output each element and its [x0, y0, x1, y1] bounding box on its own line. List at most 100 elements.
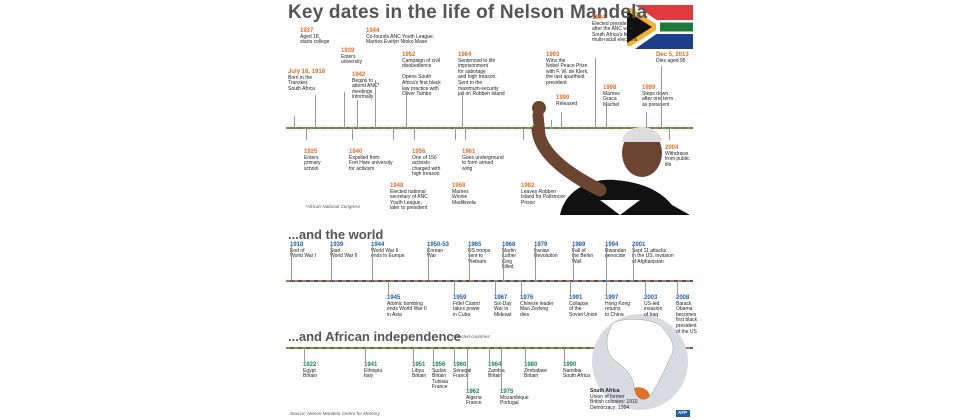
event-connector [570, 281, 571, 295]
world-event: 1965 US troops sent to Vietnam [468, 242, 490, 265]
event-connector [503, 246, 504, 281]
africa-event: 1960 Senegal France [453, 362, 471, 380]
event-text: Fall of the Berlin Wall [572, 247, 594, 265]
event-connector [344, 92, 345, 128]
event-year: 2001 [632, 242, 646, 248]
africa-event: 1922 Egypt Britain [303, 362, 317, 380]
event-year: July 18, 1918 [288, 69, 326, 75]
event-text: Martin Luther King killed [502, 247, 517, 271]
event-year: 1964 [488, 362, 502, 368]
event-year: 1975 [500, 389, 514, 395]
event-connector [564, 348, 565, 362]
life-event: 1982 Leaves Robben Island for Pollsmoor P… [521, 183, 565, 206]
world-event: 2003 US-led invasion of Iraq [644, 295, 662, 318]
event-connector [414, 128, 415, 140]
event-year: 1967 [494, 295, 508, 301]
life-event: Dec 5, 2013 Dies aged 95 [656, 52, 689, 64]
event-connector [455, 128, 456, 140]
event-connector [291, 246, 292, 281]
event-connector [393, 128, 394, 140]
event-year: 1958 [452, 183, 466, 189]
event-text: Namibia South Africa [563, 367, 590, 380]
event-connector [521, 281, 522, 295]
event-year: 1998 [603, 85, 617, 91]
event-year: 1942 [352, 72, 366, 78]
world-event: 1997 Hong Kong returns to China [605, 295, 630, 318]
world-event: 1918 End of World War I [290, 242, 316, 260]
event-year: 1982 [521, 183, 535, 189]
event-text: US-led invasion of Iraq [644, 300, 663, 318]
event-year: 1945 [387, 295, 401, 301]
event-text: Start World War II [330, 247, 358, 260]
event-year: 1918 [290, 242, 304, 248]
event-text: Goes underground to form armed wing [462, 154, 504, 172]
event-connector [606, 246, 607, 281]
event-year: 1956 [432, 362, 446, 368]
event-year: 1980 [524, 362, 538, 368]
event-text: Steps down after one term as president [642, 90, 674, 108]
life-event: 1958 Marries Winnie Madikizela [452, 183, 476, 206]
event-connector [525, 348, 526, 362]
event-year: 1948 [390, 183, 404, 189]
event-connector [413, 348, 414, 362]
life-event: 1952 Campaign of civil disobedience Opens… [402, 52, 441, 98]
event-year: 1922 [303, 362, 317, 368]
event-connector [645, 281, 646, 295]
event-text: Collapse of the Soviet Union [569, 300, 598, 318]
event-text: Born in the Transkei, South Africa [288, 74, 315, 92]
event-year: 1962 [466, 389, 480, 395]
event-text: Marries Winnie Madikizela [452, 188, 476, 206]
event-text: Ethiopia Italy [364, 367, 383, 380]
event-connector [454, 281, 455, 295]
event-connector [454, 348, 455, 362]
event-text: Six-Day War in Mideast [494, 300, 512, 318]
world-section-title: ...and the world [288, 227, 384, 242]
event-year: 1994 [592, 15, 606, 21]
event-text: Algeria France [466, 394, 482, 407]
event-connector [462, 95, 463, 128]
event-year: 1941 [364, 362, 378, 368]
world-event: 1944 World War II ends in Europe [371, 242, 405, 260]
event-text: Senegal France [453, 367, 472, 380]
event-year: 1944 [366, 28, 380, 34]
event-year: 1993 [546, 52, 560, 58]
world-event: 1991 Collapse of the Soviet Union [569, 295, 597, 318]
africa-globe [592, 314, 688, 410]
event-connector [304, 348, 305, 362]
page-title: Key dates in the life of Nelson Mandela [288, 2, 648, 23]
event-text: Dies aged 95 [656, 57, 686, 64]
life-event: 1942 Begins to attend ANC* meetings infor… [352, 72, 380, 101]
event-connector [469, 246, 470, 281]
event-text: Enters university [341, 53, 363, 66]
event-connector [428, 246, 429, 281]
africa-event: 1941 Ethiopia Italy [364, 362, 382, 380]
south-africa-flag [627, 5, 693, 49]
event-connector [535, 246, 536, 281]
event-year: 2003 [644, 295, 658, 301]
life-event: 1948 Elected national secretary of ANC Yo… [390, 183, 428, 212]
world-event: 2008 Barack Obama becomes first black pre… [676, 295, 697, 335]
event-year: 1991 [569, 295, 583, 301]
agency-label: AFP [678, 410, 688, 415]
event-year: 1964 [458, 52, 472, 58]
africa-event: 1956 Sudan Britain Tunisia France [432, 362, 448, 391]
south-africa-text: Union of former British colonies: 1910 D… [590, 393, 638, 411]
event-year: 1956 [412, 149, 426, 155]
world-event: 1968 Martin Luther King killed [502, 242, 516, 271]
event-text: Mozambique Portugal [500, 394, 529, 407]
event-connector [561, 112, 562, 128]
event-text: Iranian Revolution [534, 247, 558, 260]
event-text: Sudan Britain Tunisia France [432, 367, 448, 391]
event-text: Marries Graca Machel [603, 90, 620, 108]
life-event: 1956 One of 156 activists charged with hi… [412, 149, 440, 178]
event-year: 1944 [371, 242, 385, 248]
life-event: 1939 Enters university [341, 48, 362, 66]
event-text: Aged 18, starts college [300, 33, 330, 46]
life-event: 1925 Enters primary school [304, 149, 321, 172]
event-text: Leaves Robben Island for Pollsmoor Priso… [521, 188, 566, 206]
event-connector [306, 128, 307, 140]
event-text: End of World War I [290, 247, 317, 260]
event-text: Sentenced to life imprisonment for sabot… [458, 57, 505, 98]
event-connector [677, 281, 678, 295]
life-event: 1994 Elected president after the ANC wins… [592, 15, 637, 44]
